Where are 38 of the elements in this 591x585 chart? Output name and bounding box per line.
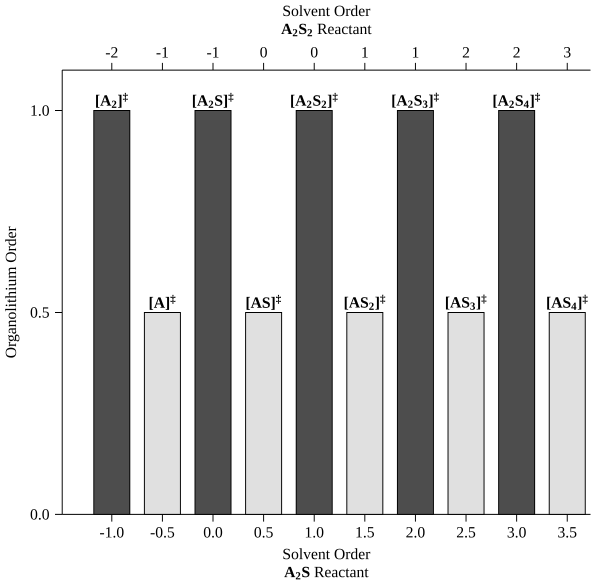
text: A$_{2}$S Reactant	[284, 566, 369, 580]
y-tick-label: 1.0	[31, 105, 49, 116]
annotation: 0	[260, 47, 267, 58]
annotation: 3	[564, 47, 571, 58]
y-axis-title: Organolithium Order	[5, 226, 20, 358]
annotation: 2	[513, 47, 520, 58]
annotation: [AS$_{4}$]$^{‡}$	[547, 294, 588, 310]
text: A$_{2}$S$_{2}$ Reactant	[281, 24, 372, 36]
x-axis-title: Solvent Order	[283, 548, 370, 560]
x2-axis-title: Solvent Order	[283, 5, 370, 16]
y-tick-label: 0.0	[30, 509, 49, 520]
annotation: [AS$_{2}$]$^{‡}$	[344, 294, 386, 310]
annotation: [A$_{2}$S$_{4}$]$^{‡}$	[494, 93, 540, 108]
annotation: [A]$^{‡}$	[150, 295, 176, 310]
x-tick-label: 0.0	[204, 527, 222, 538]
x-tick-label: 3.0	[508, 527, 526, 538]
annotation: [A$_{2}$S]$^{‡}$	[192, 93, 234, 108]
annotation: 0	[310, 47, 318, 58]
x-tick-label: 1.0	[306, 527, 324, 538]
annotation: [AS$_{3}$]$^{‡}$	[446, 294, 486, 310]
annotation: 2	[462, 47, 470, 58]
x-tick-label: 0.5	[254, 527, 273, 538]
annotation: -1	[156, 47, 168, 58]
annotation: [AS]$^{‡}$	[246, 295, 281, 310]
x-tick-label: 1.5	[356, 527, 374, 538]
annotation: 1	[412, 47, 418, 58]
y-tick-label: 0.5	[30, 307, 49, 318]
x-tick-label: 2.0	[406, 527, 425, 538]
annotation: -2	[106, 47, 118, 58]
x-tick-label: -1.0	[100, 527, 124, 538]
x-tick-label: -0.5	[150, 527, 174, 538]
x-tick-label: 3.5	[558, 527, 576, 538]
x-tick-label: 2.5	[456, 527, 476, 538]
annotation: [A$_{2}$]$^{‡}$	[96, 93, 128, 108]
annotation: [A$_{2}$S$_{2}$]$^{‡}$	[291, 93, 338, 108]
annotation: [A$_{2}$S$_{3}$]$^{‡}$	[392, 92, 439, 108]
annotation: -1	[207, 47, 219, 58]
annotation: 1	[362, 47, 368, 58]
